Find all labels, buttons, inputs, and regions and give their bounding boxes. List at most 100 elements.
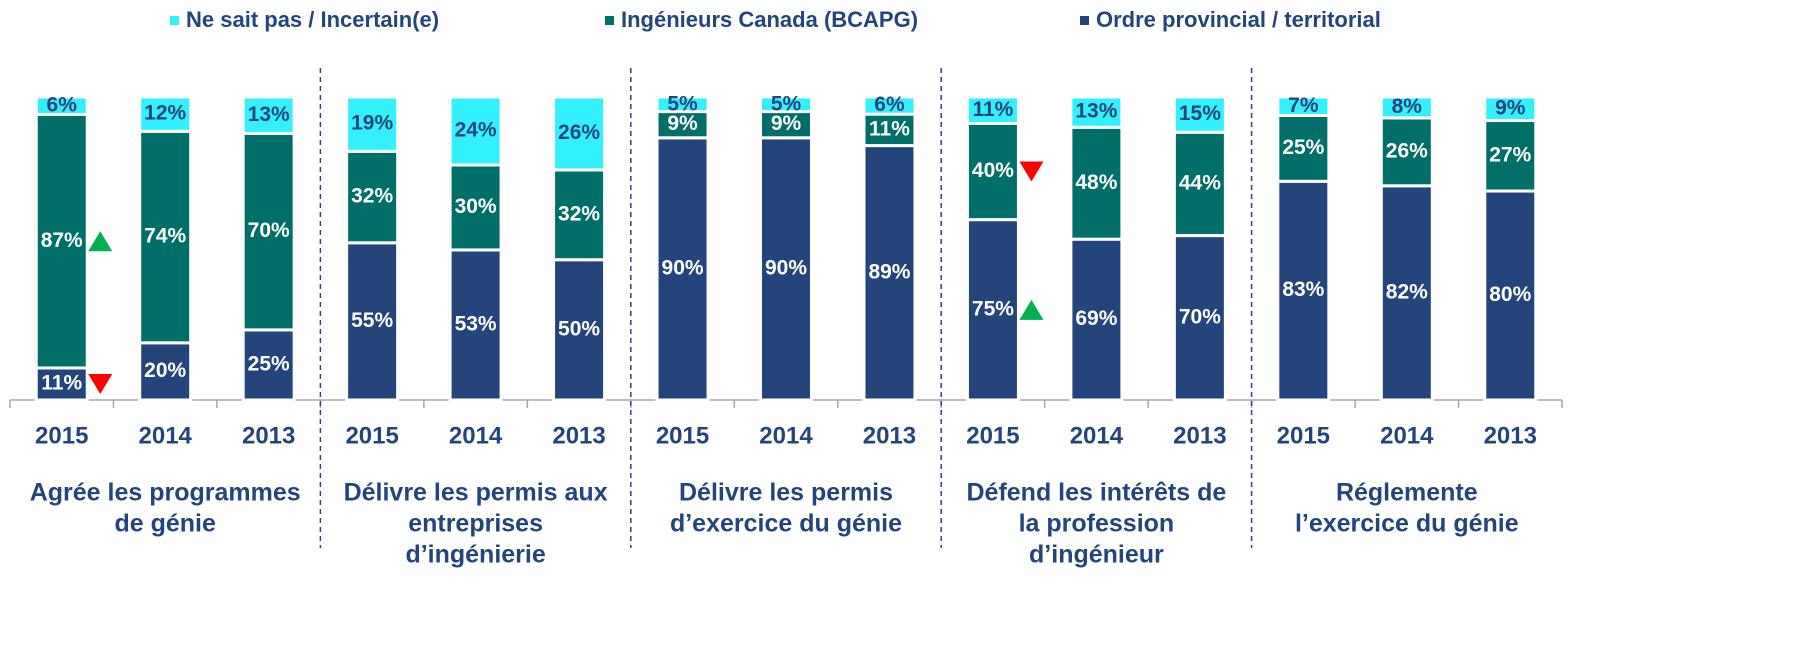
bar-segment — [34, 95, 89, 116]
value-label: 69% — [1075, 307, 1117, 330]
bar-segment — [655, 110, 710, 140]
bar-segment — [1069, 125, 1124, 241]
value-label: 83% — [1282, 278, 1324, 301]
x-tick-label: 2014 — [139, 422, 193, 449]
bar-segment — [1172, 95, 1227, 134]
value-label: 24% — [455, 119, 497, 142]
bar-segment — [862, 144, 917, 402]
bar-segment — [448, 248, 503, 402]
value-label: 15% — [1179, 102, 1221, 125]
value-label: 90% — [765, 256, 807, 279]
x-tick-label: 2013 — [242, 422, 295, 449]
value-label: 80% — [1489, 283, 1531, 306]
x-tick-label: 2015 — [656, 422, 709, 449]
x-tick-label: 2014 — [1380, 422, 1434, 449]
change-arrow — [1019, 161, 1044, 182]
value-label: 12% — [144, 102, 186, 125]
bar-segment — [345, 241, 400, 402]
value-label: 13% — [248, 103, 290, 126]
value-label: 11% — [869, 117, 910, 140]
bar-segment — [241, 328, 296, 402]
bar-segment — [655, 95, 710, 114]
group-label: Réglemente — [1336, 479, 1478, 507]
group-label: de génie — [114, 510, 216, 538]
value-label: 25% — [1282, 136, 1324, 159]
value-label: 5% — [667, 93, 698, 116]
x-tick-label: 2015 — [966, 422, 1019, 449]
change-arrow — [88, 231, 113, 252]
bar-segment — [138, 129, 193, 345]
legend-swatch — [605, 16, 614, 25]
bar-segment — [241, 95, 296, 135]
value-label: 11% — [972, 98, 1013, 121]
bar-segment — [552, 95, 607, 172]
value-label: 26% — [1386, 139, 1428, 162]
value-label: 70% — [248, 219, 290, 242]
bar-segment — [1483, 119, 1538, 193]
x-tick-label: 2015 — [35, 422, 88, 449]
bar-segment — [759, 110, 813, 140]
value-label: 19% — [351, 112, 393, 135]
value-label: 55% — [351, 309, 393, 332]
bar-segment — [1276, 95, 1331, 117]
bar-segment — [965, 95, 1020, 125]
value-label: 25% — [248, 352, 290, 375]
value-label: 44% — [1179, 171, 1221, 194]
bar-segment — [345, 95, 400, 153]
value-label: 9% — [771, 112, 802, 135]
value-label: 82% — [1386, 280, 1428, 303]
bar-segment — [241, 131, 296, 332]
value-label: 70% — [1179, 305, 1221, 328]
group-label: Défend les intérêts de — [966, 479, 1226, 507]
x-tick-label: 2013 — [552, 422, 605, 449]
bar-segment — [1483, 95, 1538, 123]
value-label: 32% — [351, 185, 393, 208]
x-tick-label: 2014 — [759, 422, 813, 449]
bar-segment — [34, 112, 89, 370]
bar-segment — [759, 95, 813, 114]
value-label: 30% — [455, 195, 497, 218]
x-tick-label: 2013 — [863, 422, 916, 449]
legend-swatch — [170, 16, 179, 25]
bar-segment — [1172, 234, 1227, 402]
x-tick-label: 2013 — [1173, 422, 1226, 449]
bar-segment — [862, 95, 917, 116]
value-label: 74% — [144, 225, 186, 248]
x-tick-label: 2015 — [1277, 422, 1330, 449]
x-tick-label: 2014 — [449, 422, 503, 449]
value-label: 26% — [558, 121, 600, 144]
value-label: 7% — [1288, 94, 1319, 117]
bar-segment — [1483, 189, 1538, 402]
x-tick-label: 2015 — [345, 422, 398, 449]
value-label: 8% — [1392, 95, 1423, 118]
legend-label: Ordre provincial / territorial — [1096, 7, 1381, 32]
bar-segment — [1379, 116, 1434, 188]
value-label: 87% — [41, 229, 83, 252]
bar-segment — [1069, 95, 1124, 129]
legend-label: Ingénieurs Canada (BCAPG) — [621, 7, 918, 32]
value-label: 89% — [868, 260, 910, 283]
group-label: la profession — [1019, 510, 1175, 538]
bar-segment — [1172, 130, 1227, 238]
bar-segment — [1276, 113, 1331, 183]
value-label: 50% — [558, 317, 600, 340]
group-label: d’exercice du génie — [670, 510, 902, 538]
group-label: Délivre les permis aux — [344, 479, 608, 507]
change-arrow — [1019, 299, 1044, 320]
change-arrow — [88, 373, 113, 394]
legend-swatch — [1080, 16, 1089, 25]
value-label: 9% — [1495, 96, 1526, 119]
x-tick-label: 2013 — [1484, 422, 1537, 449]
bar-segment — [448, 163, 503, 252]
value-label: 9% — [667, 112, 698, 135]
value-label: 6% — [47, 93, 78, 116]
x-tick-label: 2014 — [1070, 422, 1124, 449]
value-label: 90% — [662, 256, 704, 279]
bar-segment — [965, 218, 1020, 402]
bar-segment — [552, 168, 607, 262]
value-label: 27% — [1489, 143, 1531, 166]
value-label: 48% — [1075, 171, 1117, 194]
bar-segment — [552, 258, 607, 402]
group-label: d’ingénierie — [405, 541, 545, 569]
